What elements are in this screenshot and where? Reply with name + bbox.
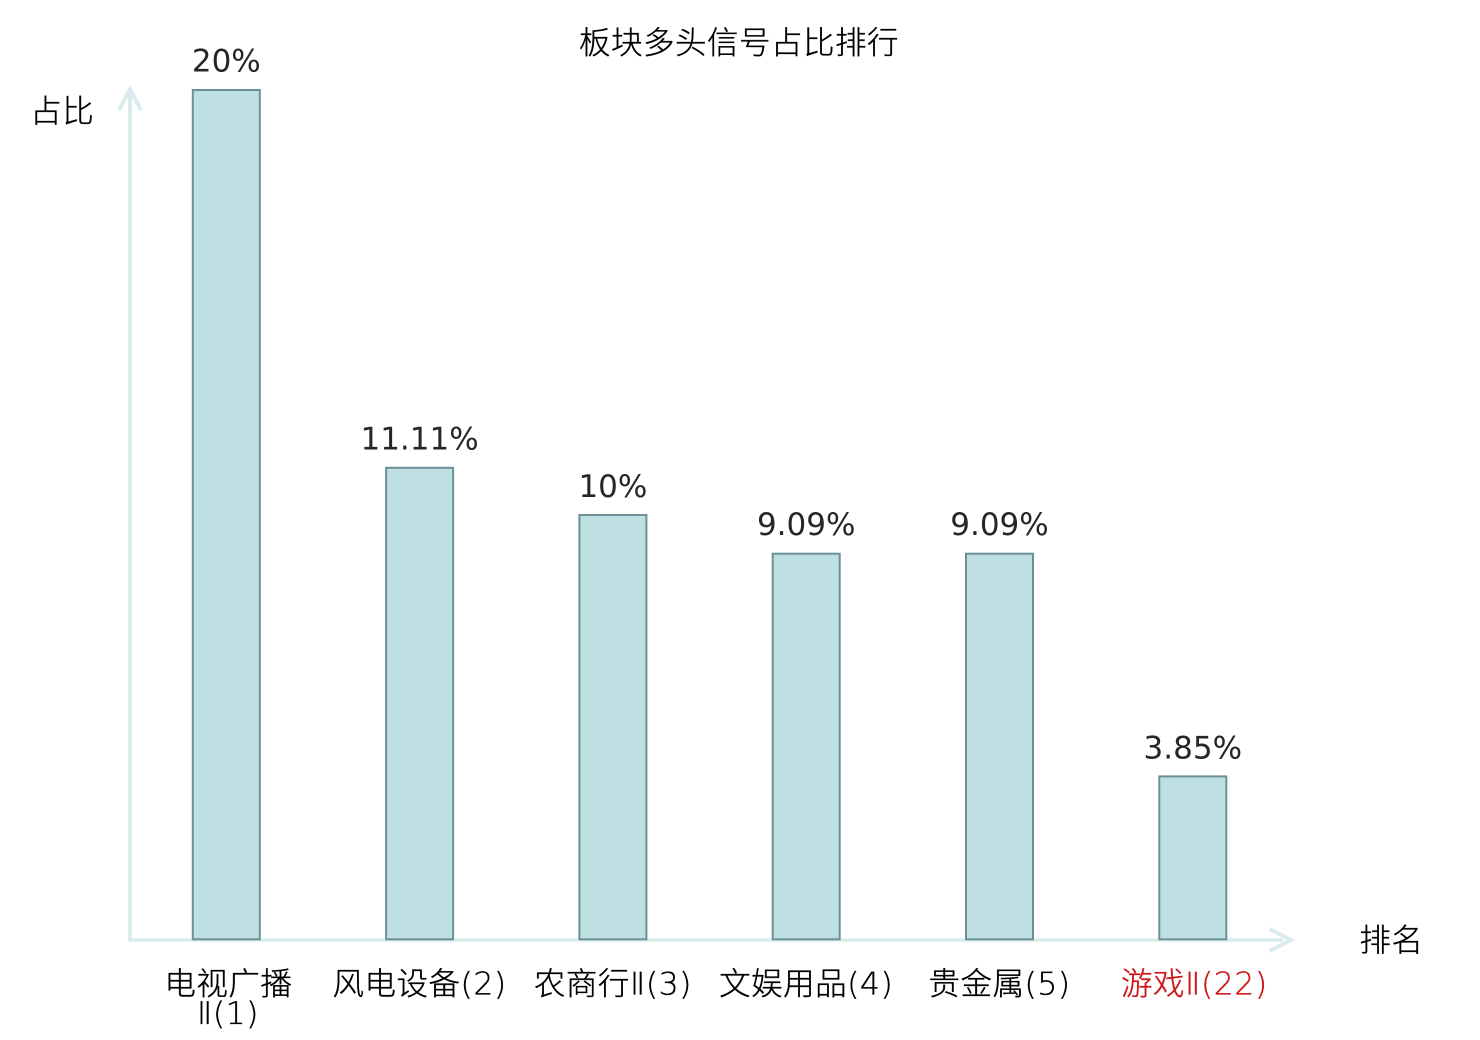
svg-text:风电设备(2): 风电设备(2) <box>333 966 507 1002</box>
svg-text:板块多头信号占比排行: 板块多头信号占比排行 <box>579 17 899 63</box>
svg-text:农商行Ⅱ(3): 农商行Ⅱ(3) <box>534 966 692 1002</box>
svg-text:9.09%: 9.09% <box>757 507 855 543</box>
svg-text:文娱用品(4): 文娱用品(4) <box>719 966 893 1002</box>
svg-text:电视广播: 电视广播 <box>164 966 292 1002</box>
svg-text:10%: 10% <box>578 469 647 505</box>
svg-text:20%: 20% <box>192 44 261 80</box>
svg-text:排名: 排名 <box>1359 915 1423 961</box>
svg-text:Ⅱ(1): Ⅱ(1) <box>197 996 259 1032</box>
svg-text:9.09%: 9.09% <box>950 507 1048 543</box>
svg-text:贵金属(5): 贵金属(5) <box>928 966 1070 1002</box>
svg-text:3.85%: 3.85% <box>1144 730 1242 766</box>
svg-text:11.11%: 11.11% <box>360 421 478 457</box>
svg-text:游戏Ⅱ(22): 游戏Ⅱ(22) <box>1121 966 1268 1002</box>
svg-text:占比: 占比 <box>30 86 94 132</box>
